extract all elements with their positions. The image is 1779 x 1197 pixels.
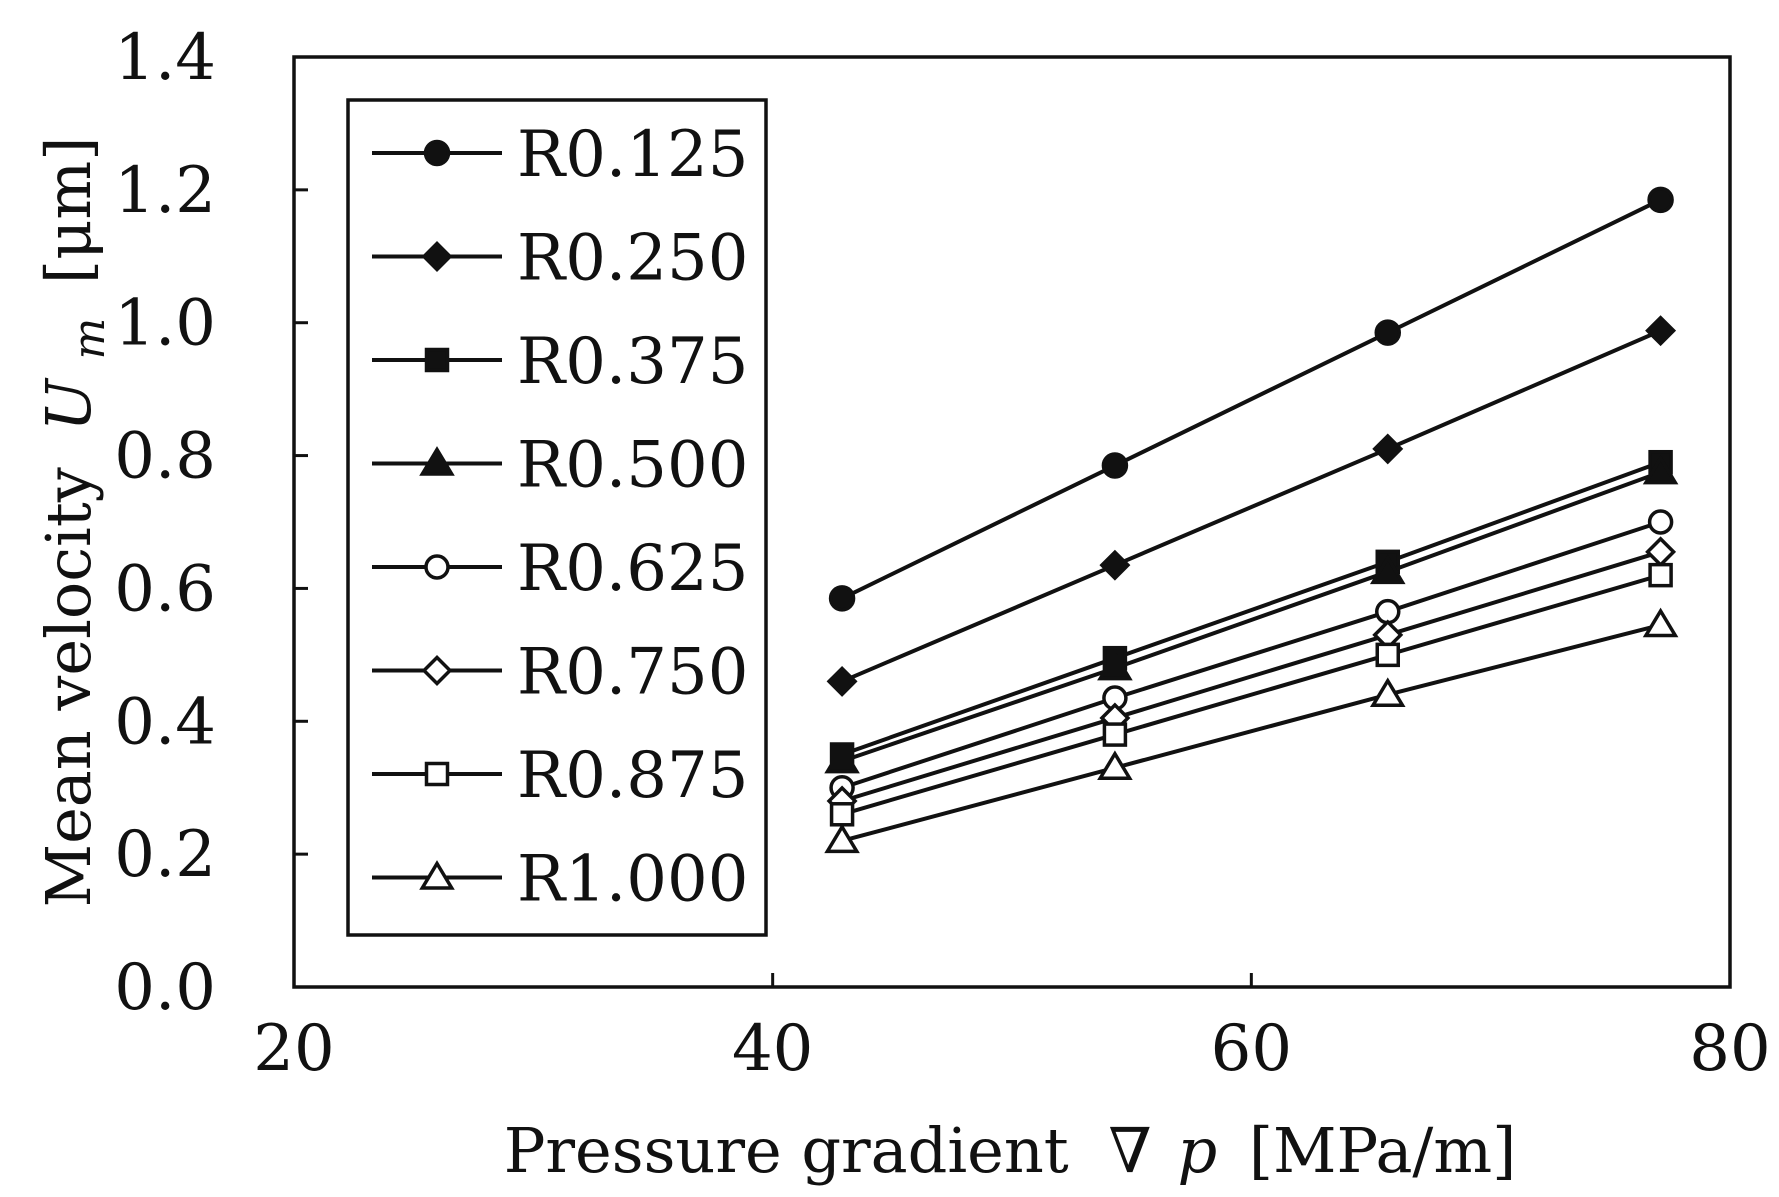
legend-item-R0.500: R0.500 xyxy=(372,429,748,503)
legend-label: R0.875 xyxy=(517,739,748,813)
legend-label: R0.500 xyxy=(517,429,748,503)
data-point xyxy=(419,860,455,890)
series-R0.750 xyxy=(826,536,1677,817)
data-point xyxy=(419,446,455,476)
data-point xyxy=(1375,598,1401,625)
legend-label: R0.250 xyxy=(517,222,748,296)
data-point xyxy=(1648,562,1673,588)
data-point xyxy=(1101,452,1129,479)
y-tick-label: 1.2 xyxy=(114,154,216,228)
legend-label: R0.750 xyxy=(517,636,748,710)
legend-box xyxy=(346,98,768,937)
data-point xyxy=(828,585,856,612)
y-tick-label: 0.2 xyxy=(114,818,216,892)
legend-item-R0.750: R0.750 xyxy=(372,636,748,710)
p-symbol: p xyxy=(1177,1114,1217,1187)
data-point xyxy=(829,802,855,827)
data-point xyxy=(423,139,451,167)
y-tick-label: 0.6 xyxy=(114,552,216,626)
data-point xyxy=(1099,549,1131,581)
legend-label: R0.125 xyxy=(517,118,748,192)
data-point xyxy=(1369,677,1406,707)
data-point xyxy=(1374,319,1402,346)
data-point xyxy=(1645,536,1677,568)
legend-item-R0.875: R0.875 xyxy=(372,739,748,813)
x-axis: 20 40 60 80 xyxy=(253,973,1771,1086)
data-point xyxy=(1375,642,1401,668)
x-tick-label: 40 xyxy=(732,1012,813,1086)
u-symbol: U xyxy=(32,378,105,432)
data-point xyxy=(1102,722,1128,747)
series-line xyxy=(841,623,1662,843)
series-layer xyxy=(824,186,1679,854)
y-tick-label: 0.8 xyxy=(114,420,216,494)
y-tick-label: 0.4 xyxy=(114,685,216,759)
y-axis-title: Mean velocity U m [μm] xyxy=(32,137,119,908)
legend-label: R1.000 xyxy=(517,843,748,917)
legend: R0.125 R0.250 R0.375 R0.500 R0.625 R0.750 R0.8… xyxy=(346,98,768,937)
data-point xyxy=(421,655,453,686)
legend-item-R0.375: R0.375 xyxy=(372,325,748,399)
legend-item-R1.000: R1.000 xyxy=(372,843,748,917)
data-point xyxy=(824,823,860,854)
y-axis: 0.0 0.2 0.4 0.6 0.8 1.0 1.2 1.4 xyxy=(114,21,308,1025)
legend-label: R0.375 xyxy=(517,325,748,399)
data-point xyxy=(1647,186,1674,214)
data-point xyxy=(1642,454,1679,485)
series-R0.250 xyxy=(826,315,1677,697)
series-line xyxy=(841,460,1662,757)
nabla-symbol: ∇ xyxy=(1108,1114,1151,1187)
data-point xyxy=(421,241,453,272)
series-line xyxy=(841,328,1662,684)
legend-item-R0.250: R0.250 xyxy=(372,222,748,296)
data-point xyxy=(1645,315,1677,347)
series-R0.125 xyxy=(828,186,1674,612)
data-point xyxy=(424,761,450,787)
x-axis-title: Pressure gradient ∇ p [MPa/m] xyxy=(504,1114,1517,1187)
y-tick-label: 1.0 xyxy=(114,287,216,361)
y-axis-title-unit: [μm] xyxy=(32,137,105,284)
data-point xyxy=(1369,554,1406,585)
series-line xyxy=(841,549,1662,803)
series-R1.000 xyxy=(824,607,1679,854)
series-R0.500 xyxy=(824,454,1679,774)
data-point xyxy=(1647,509,1674,535)
data-point xyxy=(1372,433,1404,465)
data-point xyxy=(1642,607,1679,638)
data-point xyxy=(826,665,858,697)
x-axis-title-unit: [MPa/m] xyxy=(1249,1114,1516,1187)
x-axis-title-prefix: Pressure gradient xyxy=(504,1114,1069,1187)
series-R0.875 xyxy=(829,562,1673,827)
data-point xyxy=(424,554,450,580)
y-tick-label: 0.0 xyxy=(114,951,216,1025)
y-axis-title-prefix: Mean velocity xyxy=(32,467,105,907)
y-tick-label: 1.4 xyxy=(114,21,216,95)
data-point xyxy=(1097,650,1133,681)
x-tick-label: 60 xyxy=(1211,1012,1292,1086)
series-line xyxy=(841,573,1662,817)
series-line xyxy=(841,470,1662,764)
data-point xyxy=(1097,750,1133,781)
data-point xyxy=(424,347,450,373)
x-tick-label: 20 xyxy=(253,1012,334,1086)
plot-frame xyxy=(292,55,1732,989)
legend-item-R0.625: R0.625 xyxy=(372,532,748,606)
x-tick-label: 80 xyxy=(1689,1012,1770,1086)
series-line xyxy=(841,198,1662,601)
data-point xyxy=(824,743,860,774)
legend-item-R0.125: R0.125 xyxy=(372,118,748,192)
series-line xyxy=(841,520,1662,790)
legend-label: R0.625 xyxy=(517,532,748,606)
m-subscript: m xyxy=(64,318,115,360)
